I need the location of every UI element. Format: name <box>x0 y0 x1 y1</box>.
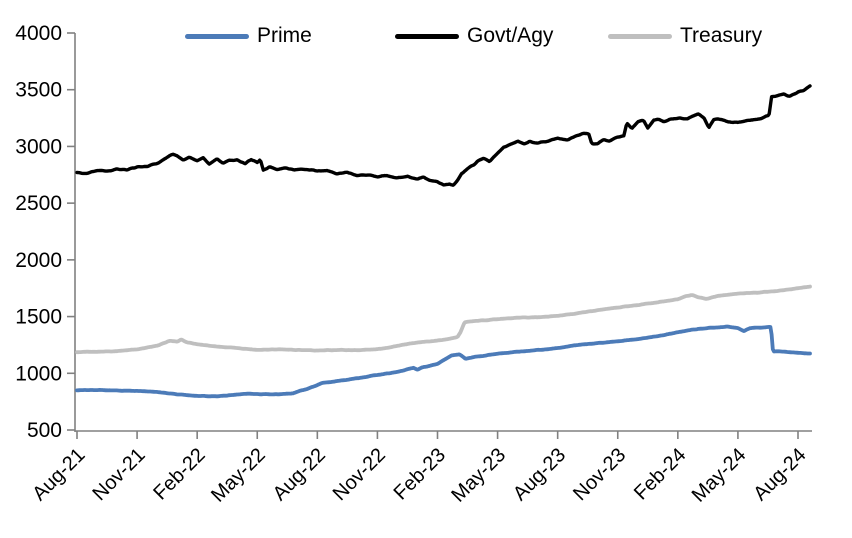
y-tick-label: 1500 <box>15 306 62 329</box>
x-tick-label: Aug-24 <box>749 444 810 505</box>
x-tick-label: Feb-24 <box>630 444 690 504</box>
legend-swatch <box>608 33 672 39</box>
x-tick-label: Aug-23 <box>509 444 570 505</box>
x-tick-label: May-22 <box>207 444 270 507</box>
legend-label: Govt/Agy <box>467 24 554 47</box>
y-tick-label: 500 <box>27 419 62 442</box>
series-line-prime <box>75 324 812 399</box>
x-tick-label: Nov-23 <box>569 444 630 505</box>
x-tick-label: Aug-21 <box>28 444 89 505</box>
y-tick-label: 2000 <box>15 249 62 272</box>
y-tick-label: 3000 <box>15 135 62 158</box>
x-tick-label: Feb-22 <box>149 444 209 504</box>
y-tick-label: 1000 <box>15 362 62 385</box>
legend-label: Prime <box>257 24 312 47</box>
legend-swatch <box>185 33 249 39</box>
x-tick-label: May-23 <box>447 444 510 507</box>
y-tick-label: 2500 <box>15 192 62 215</box>
series-line-govt-agy <box>75 84 812 187</box>
y-tick-label: 4000 <box>15 22 62 45</box>
x-tick-label: Nov-21 <box>88 444 149 505</box>
x-tick-label: Feb-23 <box>390 444 450 504</box>
legend-item-treasury: Treasury <box>608 22 762 50</box>
legend-item-prime: Prime <box>185 22 312 50</box>
legend-swatch <box>395 33 459 39</box>
series-line-treasury <box>75 284 812 355</box>
y-tick-label: 3500 <box>15 79 62 102</box>
chart-legend: Prime Govt/Agy Treasury <box>0 22 852 50</box>
x-tick-label: May-24 <box>688 444 751 507</box>
x-tick-label: Aug-22 <box>269 444 330 505</box>
x-tick-label: Nov-22 <box>329 444 390 505</box>
legend-label: Treasury <box>680 24 763 47</box>
legend-item-govt-agy: Govt/Agy <box>395 22 553 50</box>
